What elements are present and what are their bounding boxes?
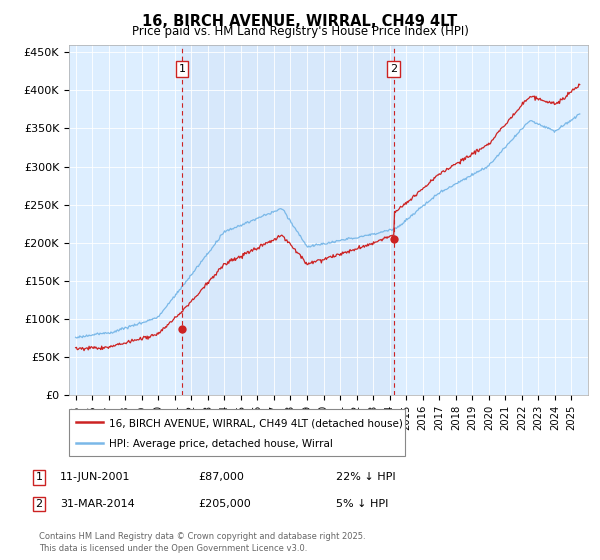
- Text: Contains HM Land Registry data © Crown copyright and database right 2025.
This d: Contains HM Land Registry data © Crown c…: [39, 533, 365, 553]
- Text: 11-JUN-2001: 11-JUN-2001: [60, 472, 131, 482]
- Text: Price paid vs. HM Land Registry's House Price Index (HPI): Price paid vs. HM Land Registry's House …: [131, 25, 469, 38]
- Text: 16, BIRCH AVENUE, WIRRAL, CH49 4LT: 16, BIRCH AVENUE, WIRRAL, CH49 4LT: [142, 14, 458, 29]
- Text: £87,000: £87,000: [198, 472, 244, 482]
- Text: 22% ↓ HPI: 22% ↓ HPI: [336, 472, 395, 482]
- Text: 1: 1: [35, 472, 43, 482]
- Bar: [182, 45, 394, 395]
- Text: 2: 2: [35, 499, 43, 509]
- Text: 31-MAR-2014: 31-MAR-2014: [60, 499, 135, 509]
- Text: 1: 1: [179, 64, 185, 74]
- FancyBboxPatch shape: [69, 409, 405, 456]
- Text: 5% ↓ HPI: 5% ↓ HPI: [336, 499, 388, 509]
- Text: HPI: Average price, detached house, Wirral: HPI: Average price, detached house, Wirr…: [109, 439, 333, 449]
- Text: £205,000: £205,000: [198, 499, 251, 509]
- Text: 16, BIRCH AVENUE, WIRRAL, CH49 4LT (detached house): 16, BIRCH AVENUE, WIRRAL, CH49 4LT (deta…: [109, 418, 403, 428]
- Text: 2: 2: [390, 64, 397, 74]
